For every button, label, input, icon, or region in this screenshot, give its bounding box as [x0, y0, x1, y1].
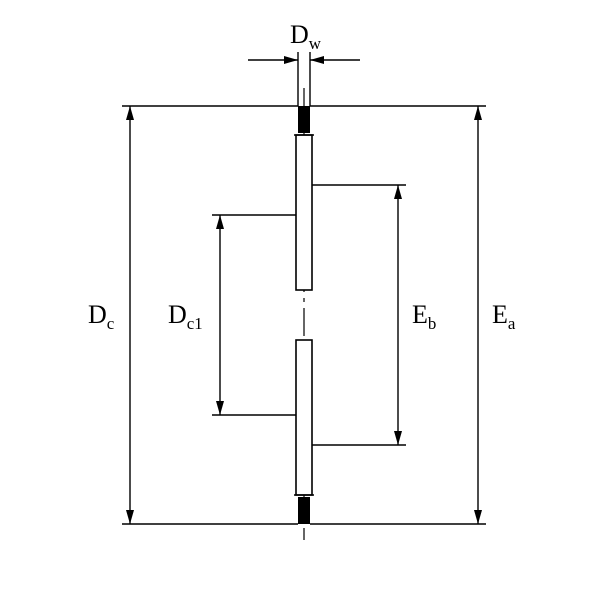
label-Dc1-main: D	[168, 300, 187, 329]
label-Dc: Dc	[88, 300, 114, 334]
label-Dc1: Dc1	[168, 300, 203, 334]
label-Ea-main: E	[492, 300, 508, 329]
label-Dc-main: D	[88, 300, 107, 329]
label-Dw-sub: w	[309, 34, 321, 53]
label-Dw-main: D	[290, 20, 309, 49]
label-Eb: Eb	[412, 300, 436, 334]
label-Dc1-sub: c1	[187, 314, 203, 333]
label-Dw: Dw	[290, 20, 321, 54]
label-Dc-sub: c	[107, 314, 115, 333]
label-Eb-main: E	[412, 300, 428, 329]
label-Ea-sub: a	[508, 314, 516, 333]
label-Ea: Ea	[492, 300, 515, 334]
diagram-stage: Dw Dc Dc1 Eb Ea	[0, 0, 600, 600]
label-Eb-sub: b	[428, 314, 436, 333]
